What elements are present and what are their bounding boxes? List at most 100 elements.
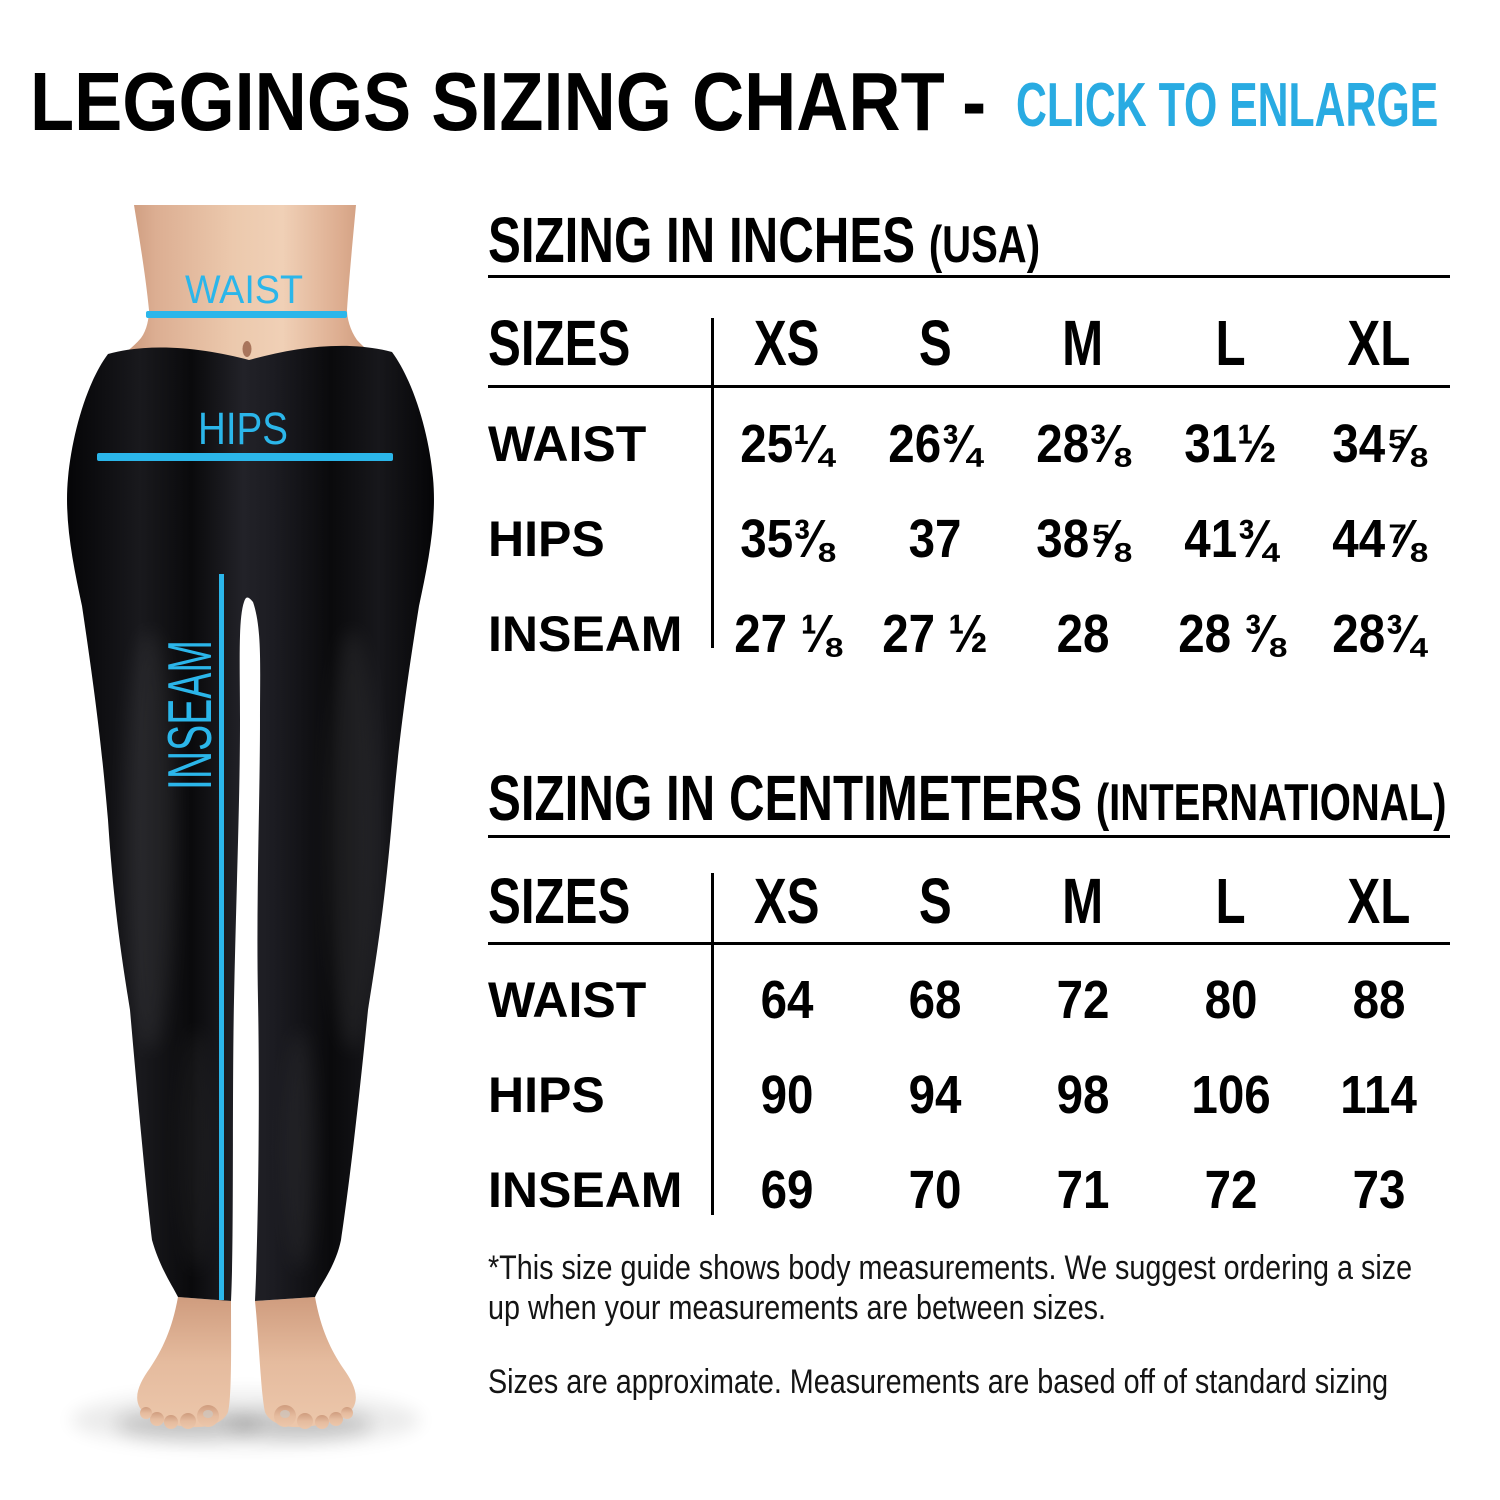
cm-table-title-text: SIZING IN CENTIMETERS — [488, 762, 1083, 834]
right-toenail — [280, 1410, 290, 1418]
inches-header-rule — [488, 385, 1450, 388]
bare-torso — [104, 205, 392, 366]
left-toe — [164, 1415, 178, 1429]
hips-measure-line — [97, 453, 393, 461]
page-title: LEGGINGS SIZING CHART - — [30, 60, 1129, 143]
hips-xl-in: 44⅞ — [1332, 508, 1426, 569]
table-row-waist-in: WAIST 25¼ 26¾ 28⅜ 31½ 34⅝ — [488, 396, 1453, 491]
inseam-xl-cm: 73 — [1352, 1159, 1406, 1220]
waist-s-in: 26¾ — [888, 413, 982, 474]
inseam-m-in: 28 — [1056, 603, 1110, 664]
leg-sheen — [284, 1030, 316, 1270]
inches-table-title: SIZING IN INCHES (USA) — [488, 208, 1205, 277]
table-row-inseam-cm: INSEAM 69 70 71 72 73 — [488, 1142, 1453, 1237]
inseam-xs-in: 27 ⅛ — [734, 603, 840, 664]
inseam-measure-line — [219, 574, 224, 1300]
leg-sheen — [124, 630, 176, 1050]
cm-header-row: SIZES XS S M L XL — [488, 858, 1453, 943]
black-leggings — [67, 345, 434, 1301]
row-label: INSEAM — [488, 605, 683, 662]
cm-header-rule — [488, 942, 1450, 945]
inseam-s-cm: 70 — [908, 1159, 962, 1220]
cm-table-title: SIZING IN CENTIMETERS (INTERNATIONAL) — [488, 766, 1500, 835]
leg-sheen — [180, 1030, 212, 1270]
waist-xs-in: 25¼ — [740, 413, 834, 474]
inches-title-rule — [488, 275, 1450, 278]
cm-column-divider — [711, 873, 714, 1215]
table-row-inseam-in: INSEAM 27 ⅛ 27 ½ 28 28 ⅜ 28¾ — [488, 586, 1453, 681]
inseam-l-cm: 72 — [1204, 1159, 1258, 1220]
inseam-s-in: 27 ½ — [882, 603, 988, 664]
left-foot — [137, 1297, 232, 1428]
inches-column-divider — [711, 318, 714, 648]
cm-title-rule — [488, 835, 1450, 838]
hips-xs-in: 35⅜ — [740, 508, 834, 569]
hips-m-in: 38⅝ — [1036, 508, 1130, 569]
hips-m-cm: 98 — [1056, 1064, 1110, 1125]
waist-l-in: 31½ — [1184, 413, 1278, 474]
right-toe — [315, 1415, 329, 1429]
cm-corner-header: SIZES — [488, 864, 631, 937]
inches-col-m: M — [1062, 306, 1104, 379]
click-to-enlarge-link[interactable]: CLICK TO ENLARGE — [1016, 75, 1500, 137]
inches-col-xs: XS — [754, 306, 820, 379]
row-label: WAIST — [488, 415, 647, 472]
waist-m-in: 28⅜ — [1036, 413, 1130, 474]
hips-l-cm: 106 — [1191, 1064, 1271, 1125]
waist-xl-in: 34⅝ — [1332, 413, 1426, 474]
inches-table-title-text: SIZING IN INCHES — [488, 204, 916, 276]
cm-col-s: S — [918, 864, 952, 937]
hips-s-in: 37 — [908, 508, 962, 569]
left-toenail — [203, 1410, 213, 1418]
size-guide-footnote: *This size guide shows body measurements… — [488, 1249, 1413, 1327]
inches-col-s: S — [918, 306, 952, 379]
inseam-l-in: 28 ⅜ — [1178, 603, 1284, 664]
inches-col-l: L — [1215, 306, 1247, 379]
hips-l-in: 41¾ — [1184, 508, 1278, 569]
right-toe — [297, 1413, 313, 1429]
row-label: WAIST — [488, 971, 647, 1028]
title-dash: - — [962, 55, 987, 148]
leggings-model-photo: WAIST HIPS INSEAM — [67, 205, 434, 1448]
waist-xl-cm: 88 — [1352, 969, 1406, 1030]
left-toe — [180, 1413, 196, 1429]
inches-table-body: WAIST 25¼ 26¾ 28⅜ 31½ 34⅝ HIPS 35⅜ 37 38… — [488, 396, 1453, 681]
inseam-m-cm: 71 — [1056, 1159, 1110, 1220]
table-row-hips-cm: HIPS 90 94 98 106 114 — [488, 1047, 1453, 1142]
waist-figure-label: WAIST — [185, 268, 303, 312]
inseam-figure-label: INSEAM — [156, 640, 225, 790]
right-toe — [341, 1407, 353, 1419]
cm-col-m: M — [1062, 864, 1104, 937]
leg-sheen — [326, 630, 378, 1050]
table-row-hips-in: HIPS 35⅜ 37 38⅝ 41¾ 44⅞ — [488, 491, 1453, 586]
approximate-sizes-footnote: Sizes are approximate. Measurements are … — [488, 1363, 1389, 1401]
row-label: HIPS — [488, 1066, 605, 1123]
hips-xs-cm: 90 — [760, 1064, 814, 1125]
navel — [242, 341, 252, 357]
page-title-text: LEGGINGS SIZING CHART — [30, 55, 945, 148]
right-foot — [255, 1297, 356, 1428]
right-toe — [329, 1412, 343, 1426]
inches-col-xl: XL — [1347, 306, 1411, 379]
table-row-waist-cm: WAIST 64 68 72 80 88 — [488, 952, 1453, 1047]
left-toe — [140, 1407, 152, 1419]
hips-xl-cm: 114 — [1340, 1064, 1418, 1125]
waist-measure-line — [146, 311, 347, 318]
inseam-xl-in: 28¾ — [1332, 603, 1426, 664]
hips-s-cm: 94 — [908, 1064, 962, 1125]
click-to-enlarge-label: CLICK TO ENLARGE — [1016, 71, 1439, 140]
waist-s-cm: 68 — [908, 969, 962, 1030]
cm-region-note: (INTERNATIONAL) — [1095, 774, 1447, 832]
row-label: HIPS — [488, 510, 605, 567]
inches-region-note: (USA) — [928, 216, 1041, 274]
row-label: INSEAM — [488, 1161, 683, 1218]
cm-col-xl: XL — [1347, 864, 1411, 937]
waist-l-cm: 80 — [1204, 969, 1258, 1030]
cm-table-body: WAIST 64 68 72 80 88 HIPS 90 94 98 106 1… — [488, 952, 1453, 1237]
left-toe — [150, 1412, 164, 1426]
waist-xs-cm: 64 — [760, 969, 814, 1030]
hips-figure-label: HIPS — [198, 403, 288, 454]
inches-corner-header: SIZES — [488, 306, 631, 379]
cm-col-l: L — [1215, 864, 1247, 937]
